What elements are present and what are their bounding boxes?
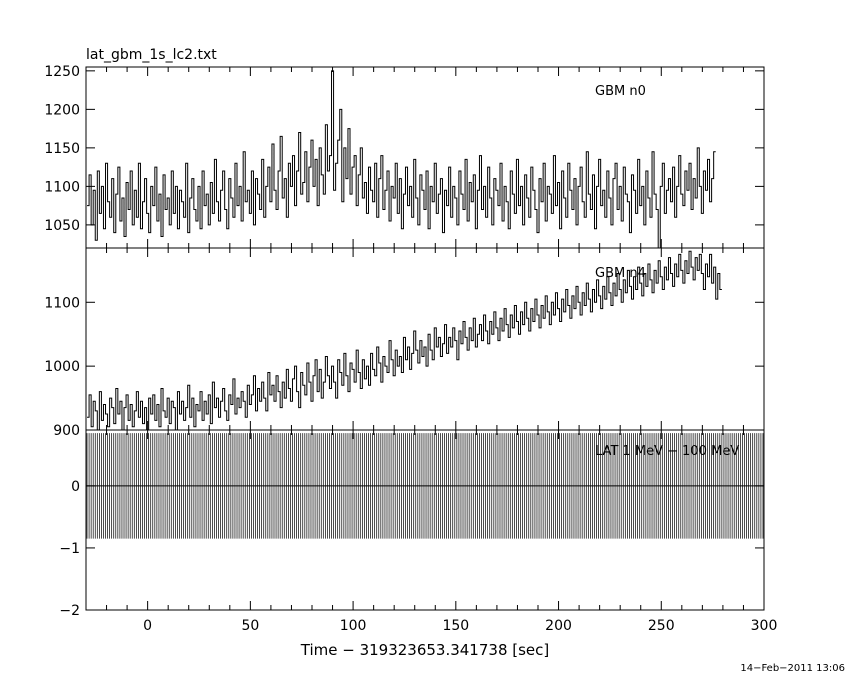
panel-label-gbm-n4: GBM n4	[595, 266, 646, 281]
y-tick-label: 1100	[44, 179, 80, 195]
x-tick-label: 150	[442, 618, 469, 634]
x-tick-label: 200	[545, 618, 572, 634]
y-tick-label: 1050	[44, 218, 80, 234]
lat-plot-area: −2 −1 0 0 50 100 150 200 250 300	[59, 429, 778, 634]
plot-title: lat_gbm_1s_lc2.txt	[86, 47, 217, 63]
x-axis-label: Time − 319323653.341738 [sec]	[300, 641, 550, 659]
plot-content	[87, 250, 722, 430]
panel-gbm-n0: GBM n0 1050 1100 1150 1200 1250	[44, 64, 765, 249]
x-tick-label: 300	[751, 618, 778, 634]
y-tick-label: 1000	[44, 359, 80, 375]
y-tick-label: 1200	[44, 102, 80, 118]
panel-label-lat: LAT 1 MeV − 100 MeV	[595, 444, 739, 459]
y-tick-label: 1250	[44, 64, 80, 80]
panel-label-gbm-n0: GBM n0	[595, 84, 646, 99]
x-tick-label: 250	[648, 618, 675, 634]
y-tick-label: −2	[59, 603, 80, 619]
y-tick-label: 1150	[44, 141, 80, 157]
x-tick-label: 0	[143, 618, 152, 634]
x-tick-label: 50	[241, 618, 259, 634]
y-tick-label: 900	[53, 423, 80, 439]
timestamp: 14−Feb−2011 13:06	[740, 663, 845, 674]
gbm-n0-plot-area: 1050 1100 1150 1200 1250	[44, 64, 765, 249]
y-tick-label: −1	[59, 541, 80, 557]
panel-gbm-n4: GBM n4 900 1000 1100	[44, 247, 765, 439]
y-tick-label: 1100	[44, 295, 80, 311]
gbm-n4-plot-area: 900 1000 1100	[44, 247, 765, 439]
panel-frame	[85, 429, 765, 611]
y-tick-label: 0	[71, 479, 80, 495]
plot-content	[87, 70, 716, 248]
lightcurve-series	[87, 250, 722, 430]
x-tick-label: 100	[340, 618, 367, 634]
panel-lat: −2 −1 0 0 50 100 150 200 250 300 LAT 1 MeV − 100 …	[59, 429, 778, 634]
lightcurve-series	[87, 70, 716, 248]
